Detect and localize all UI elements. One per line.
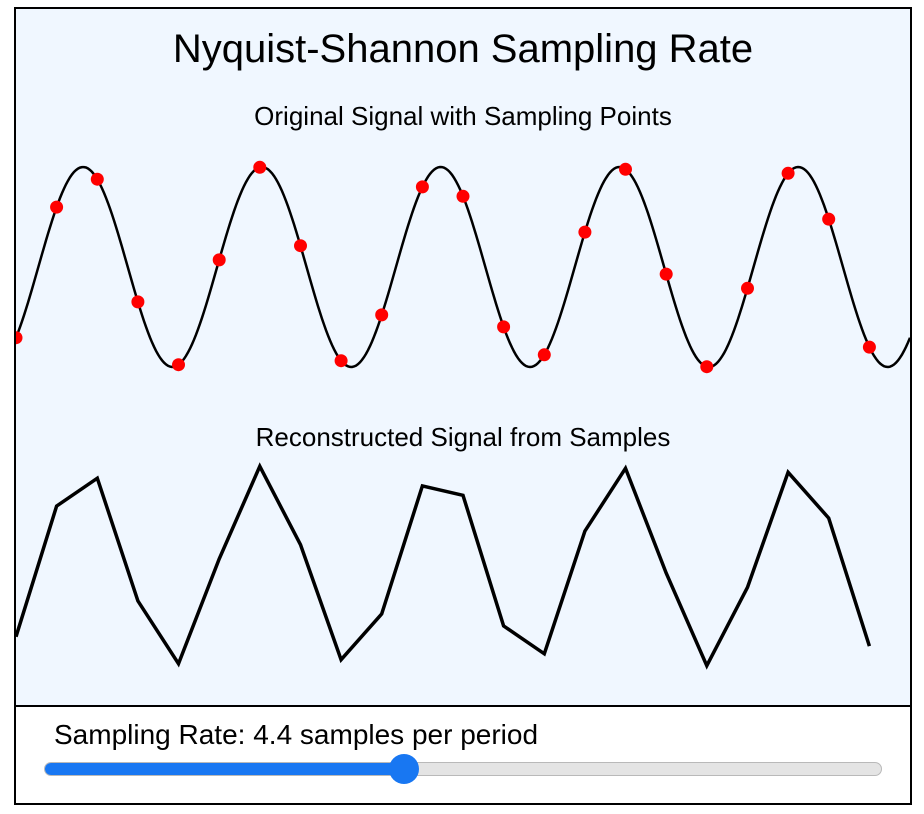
sampling-points (16, 160, 876, 374)
sample-point (334, 354, 348, 368)
sampling-rate-slider[interactable] (44, 754, 882, 784)
sample-point (131, 295, 145, 309)
sampling-rate-label: Sampling Rate: 4.4 samples per period (54, 719, 539, 750)
sample-point (415, 180, 429, 194)
sample-point (741, 281, 754, 295)
sample-point (456, 189, 470, 203)
sample-point (619, 162, 632, 176)
sample-point (862, 340, 876, 354)
sample-point (659, 267, 673, 281)
signal-plot (16, 160, 910, 670)
reconstructed-signal-heading: Reconstructed Signal from Samples (255, 422, 671, 452)
page-title: Nyquist-Shannon Sampling Rate (172, 27, 754, 71)
sample-point (700, 360, 714, 374)
reconstructed-polyline (16, 462, 872, 670)
plot-area: Nyquist-Shannon Sampling Rate Original S… (16, 9, 910, 707)
visualization-frame: Nyquist-Shannon Sampling Rate Original S… (14, 7, 912, 805)
sample-point (294, 239, 307, 253)
sample-point (90, 172, 104, 186)
sample-point (50, 200, 64, 214)
sample-point (375, 308, 389, 322)
slider-fill (45, 763, 405, 775)
sample-point (578, 225, 592, 239)
sample-point (253, 160, 267, 174)
sample-point (212, 253, 226, 267)
sample-point (172, 358, 185, 372)
sample-point (16, 331, 23, 345)
sample-point (537, 348, 551, 362)
slider-thumb[interactable] (389, 754, 420, 784)
original-signal-heading: Original Signal with Sampling Points (254, 101, 672, 131)
controls-panel: Sampling Rate: 4.4 samples per period (16, 707, 910, 803)
sample-point (497, 320, 511, 334)
sample-point (781, 166, 795, 180)
sample-point (822, 212, 836, 226)
